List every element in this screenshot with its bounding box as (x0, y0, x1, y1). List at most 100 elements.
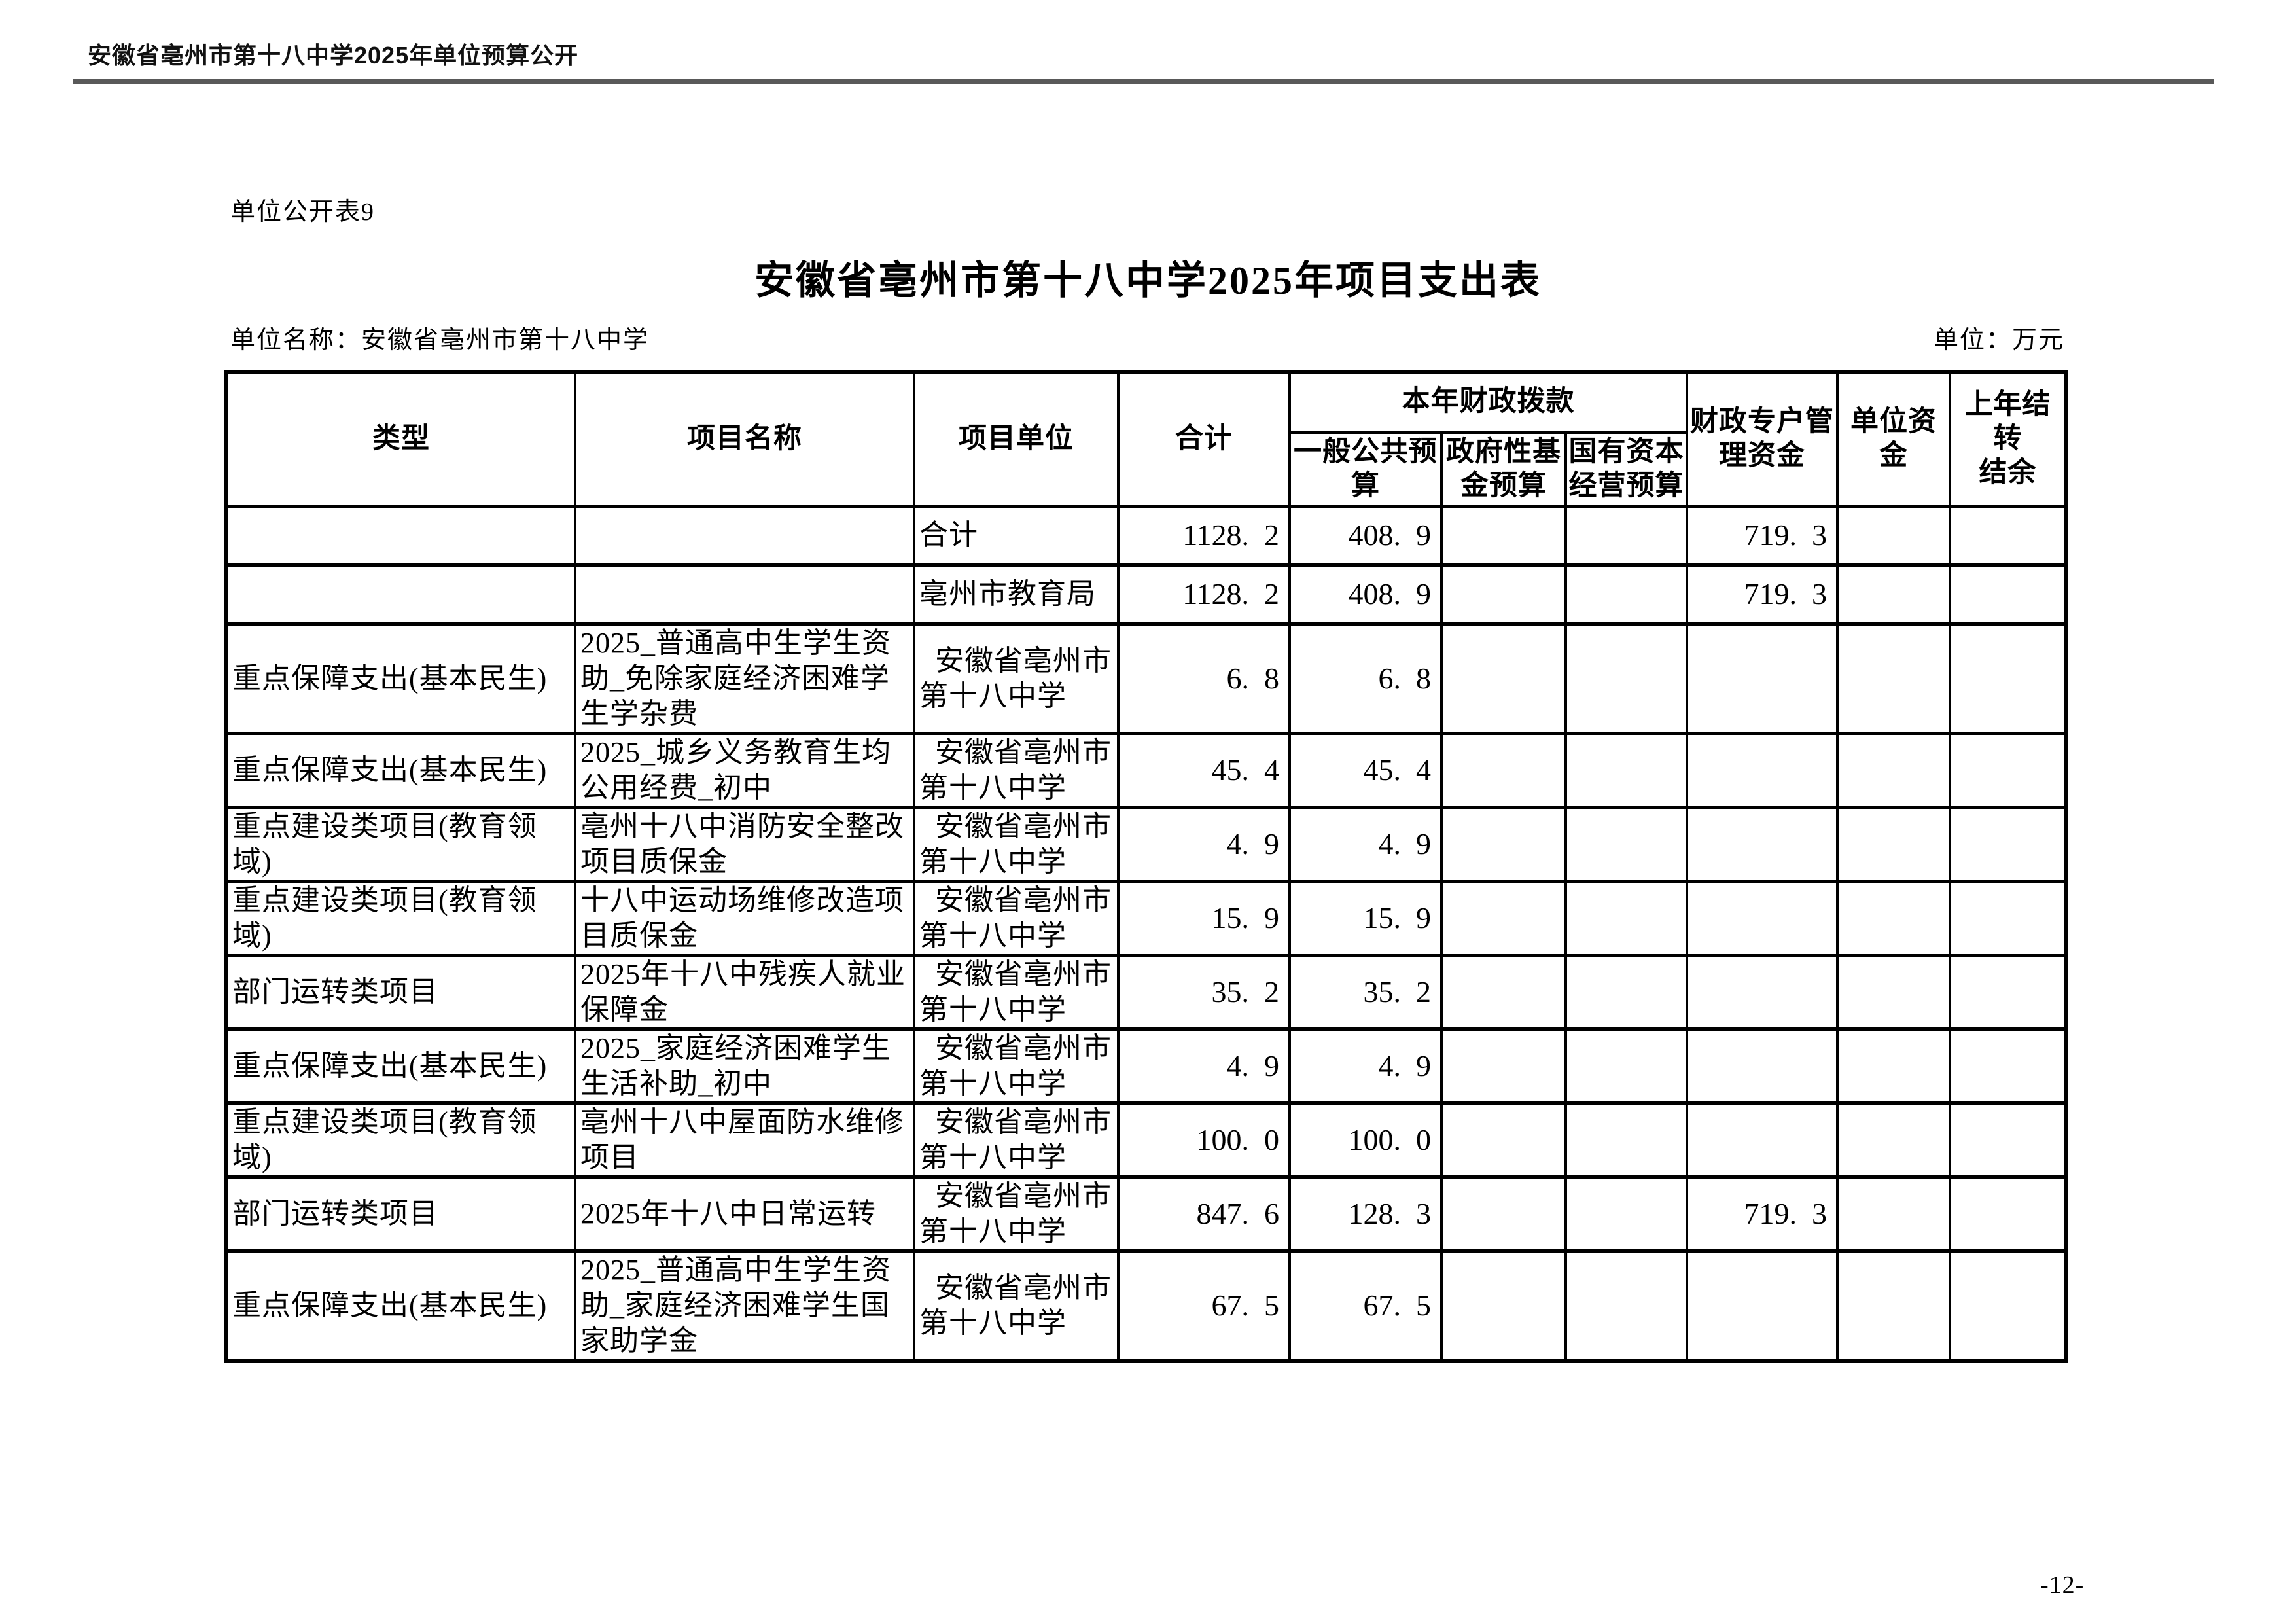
cell-fiscal-special-account (1686, 622, 1839, 735)
cell-total: 67. 5 (1117, 1249, 1291, 1362)
table-row: 合计 1128. 2 408. 9 719. 3 (225, 504, 2068, 567)
cell-fiscal-special-account: 719. 3 (1686, 563, 1839, 626)
header-rule-divider (73, 79, 2214, 84)
table-row: 重点保障支出(基本民生) 2025_普通高中生学生资 助_家庭经济困难学生国 家… (225, 1249, 2068, 1362)
cell-state-capital-budget (1564, 1027, 1689, 1105)
cell-type: 部门运转类项目 (225, 1175, 576, 1253)
cell-project-name: 2025_家庭经济困难学生 生活补助_初中 (574, 1027, 915, 1105)
cell-unit-funds (1836, 1249, 1952, 1362)
cell-carryover (1949, 731, 2068, 809)
cell-gov-fund-budget (1440, 622, 1567, 735)
cell-carryover (1949, 1101, 2068, 1179)
cell-project-unit: 安徽省亳州市 第十八中学 (913, 953, 1120, 1031)
cell-state-capital-budget (1564, 953, 1689, 1031)
cell-project-unit: 安徽省亳州市 第十八中学 (913, 622, 1120, 735)
cell-general-public-budget: 6. 8 (1288, 622, 1443, 735)
col-project-unit: 项目单位 (913, 370, 1120, 508)
header-row-1: 类型 项目名称 项目单位 合计 本年财政拨款 财政专户管 理资金 单位资 金 上… (225, 370, 2068, 508)
cell-carryover (1949, 1175, 2068, 1253)
cell-state-capital-budget (1564, 1249, 1689, 1362)
cell-general-public-budget: 45. 4 (1288, 731, 1443, 809)
cell-total: 6. 8 (1117, 622, 1291, 735)
cell-total: 4. 9 (1117, 1027, 1291, 1105)
cell-type: 重点保障支出(基本民生) (225, 1249, 576, 1362)
header-row-2: 一般公共预 算 政府性基 金预算 国有资本 经营预算 (226, 430, 2066, 508)
cell-unit-funds (1836, 879, 1952, 957)
cell-state-capital-budget (1564, 805, 1689, 883)
cell-carryover (1949, 1027, 2068, 1105)
cell-carryover (1949, 879, 2068, 957)
cell-unit-funds (1836, 504, 1952, 567)
cell-fiscal-special-account (1686, 1249, 1839, 1362)
cell-fiscal-special-account: 719. 3 (1686, 1175, 1839, 1253)
table-row: 亳州市教育局 1128. 2 408. 9 719. 3 (225, 563, 2068, 626)
cell-carryover (1949, 504, 2068, 567)
cell-fiscal-special-account (1686, 805, 1839, 883)
cell-carryover (1949, 805, 2068, 883)
cell-total: 4. 9 (1117, 805, 1291, 883)
col-general-public-budget: 一般公共预 算 (1288, 430, 1443, 508)
cell-state-capital-budget (1564, 622, 1689, 735)
cell-type: 重点建设类项目(教育领 域) (225, 1101, 576, 1179)
cell-general-public-budget: 100. 0 (1288, 1101, 1443, 1179)
table-row: 部门运转类项目 2025年十八中残疾人就业 保障金 安徽省亳州市 第十八中学 3… (225, 953, 2068, 1031)
cell-unit-funds (1836, 1175, 1952, 1253)
table-label: 单位公开表9 (230, 198, 376, 226)
cell-gov-fund-budget (1440, 1249, 1567, 1362)
cell-unit-funds (1836, 1101, 1952, 1179)
cell-unit-funds (1836, 953, 1952, 1031)
cell-unit-funds (1836, 563, 1952, 626)
table-row: 重点建设类项目(教育领 域) 十八中运动场维修改造项 目质保金 安徽省亳州市 第… (225, 879, 2068, 957)
cell-state-capital-budget (1564, 1175, 1689, 1253)
cell-project-name: 亳州十八中消防安全整改 项目质保金 (574, 805, 915, 883)
project-expenditure-table: 类型 项目名称 项目单位 合计 本年财政拨款 财政专户管 理资金 单位资 金 上… (224, 370, 2069, 1363)
cell-state-capital-budget (1564, 879, 1689, 957)
cell-type: 重点建设类项目(教育领 域) (225, 805, 576, 883)
cell-project-name: 2025年十八中日常运转 (574, 1175, 915, 1253)
cell-total: 45. 4 (1117, 731, 1291, 809)
cell-project-name: 2025_普通高中生学生资 助_家庭经济困难学生国 家助学金 (574, 1249, 915, 1362)
unit-of-measure-label: 单位：万元 (1933, 327, 2064, 354)
cell-carryover (1949, 622, 2068, 735)
cell-general-public-budget: 15. 9 (1288, 879, 1443, 957)
col-prior-year-carryover: 上年结转 结余 (1949, 370, 2068, 508)
cell-total: 35. 2 (1117, 953, 1291, 1031)
cell-type: 部门运转类项目 (225, 953, 576, 1031)
cell-gov-fund-budget (1440, 953, 1567, 1031)
cell-carryover (1949, 563, 2068, 626)
page-header-title: 安徽省亳州市第十八中学2025年单位预算公开 (88, 42, 579, 69)
cell-gov-fund-budget (1440, 805, 1567, 883)
col-state-capital-budget: 国有资本 经营预算 (1564, 430, 1689, 508)
cell-project-unit: 安徽省亳州市 第十八中学 (913, 1101, 1120, 1179)
table-row: 重点保障支出(基本民生) 2025_家庭经济困难学生 生活补助_初中 安徽省亳州… (225, 1027, 2068, 1105)
table-row: 重点保障支出(基本民生) 2025_普通高中生学生资 助_免除家庭经济困难学 生… (225, 622, 2068, 735)
cell-total: 15. 9 (1117, 879, 1291, 957)
cell-state-capital-budget (1564, 504, 1689, 567)
cell-type: 重点保障支出(基本民生) (225, 1027, 576, 1105)
cell-project-unit: 安徽省亳州市 第十八中学 (913, 1175, 1120, 1253)
cell-project-name: 2025_普通高中生学生资 助_免除家庭经济困难学 生学杂费 (574, 622, 915, 735)
table-row: 重点保障支出(基本民生) 2025_城乡义务教育生均 公用经费_初中 安徽省亳州… (225, 731, 2068, 809)
cell-total: 847. 6 (1117, 1175, 1291, 1253)
cell-gov-fund-budget (1440, 1101, 1567, 1179)
cell-state-capital-budget (1564, 1101, 1689, 1179)
cell-type: 重点保障支出(基本民生) (225, 622, 576, 735)
cell-gov-fund-budget (1440, 731, 1567, 809)
cell-project-name: 亳州十八中屋面防水维修 项目 (574, 1101, 915, 1179)
cell-state-capital-budget (1564, 731, 1689, 809)
cell-project-unit: 合计 (913, 504, 1120, 567)
cell-general-public-budget: 128. 3 (1288, 1175, 1443, 1253)
cell-carryover (1949, 1249, 2068, 1362)
table-row: 部门运转类项目 2025年十八中日常运转 安徽省亳州市 第十八中学 847. 6… (225, 1175, 2068, 1253)
cell-general-public-budget: 408. 9 (1288, 563, 1443, 626)
cell-type: 重点建设类项目(教育领 域) (225, 879, 576, 957)
table-meta-row: 单位名称：安徽省亳州市第十八中学 单位：万元 (230, 319, 2064, 355)
cell-project-unit: 安徽省亳州市 第十八中学 (913, 1249, 1120, 1362)
cell-general-public-budget: 4. 9 (1288, 1027, 1443, 1105)
cell-unit-funds (1836, 805, 1952, 883)
cell-gov-fund-budget (1440, 504, 1567, 567)
cell-type (225, 563, 576, 626)
cell-gov-fund-budget (1440, 563, 1567, 626)
col-unit-funds: 单位资 金 (1836, 370, 1952, 508)
